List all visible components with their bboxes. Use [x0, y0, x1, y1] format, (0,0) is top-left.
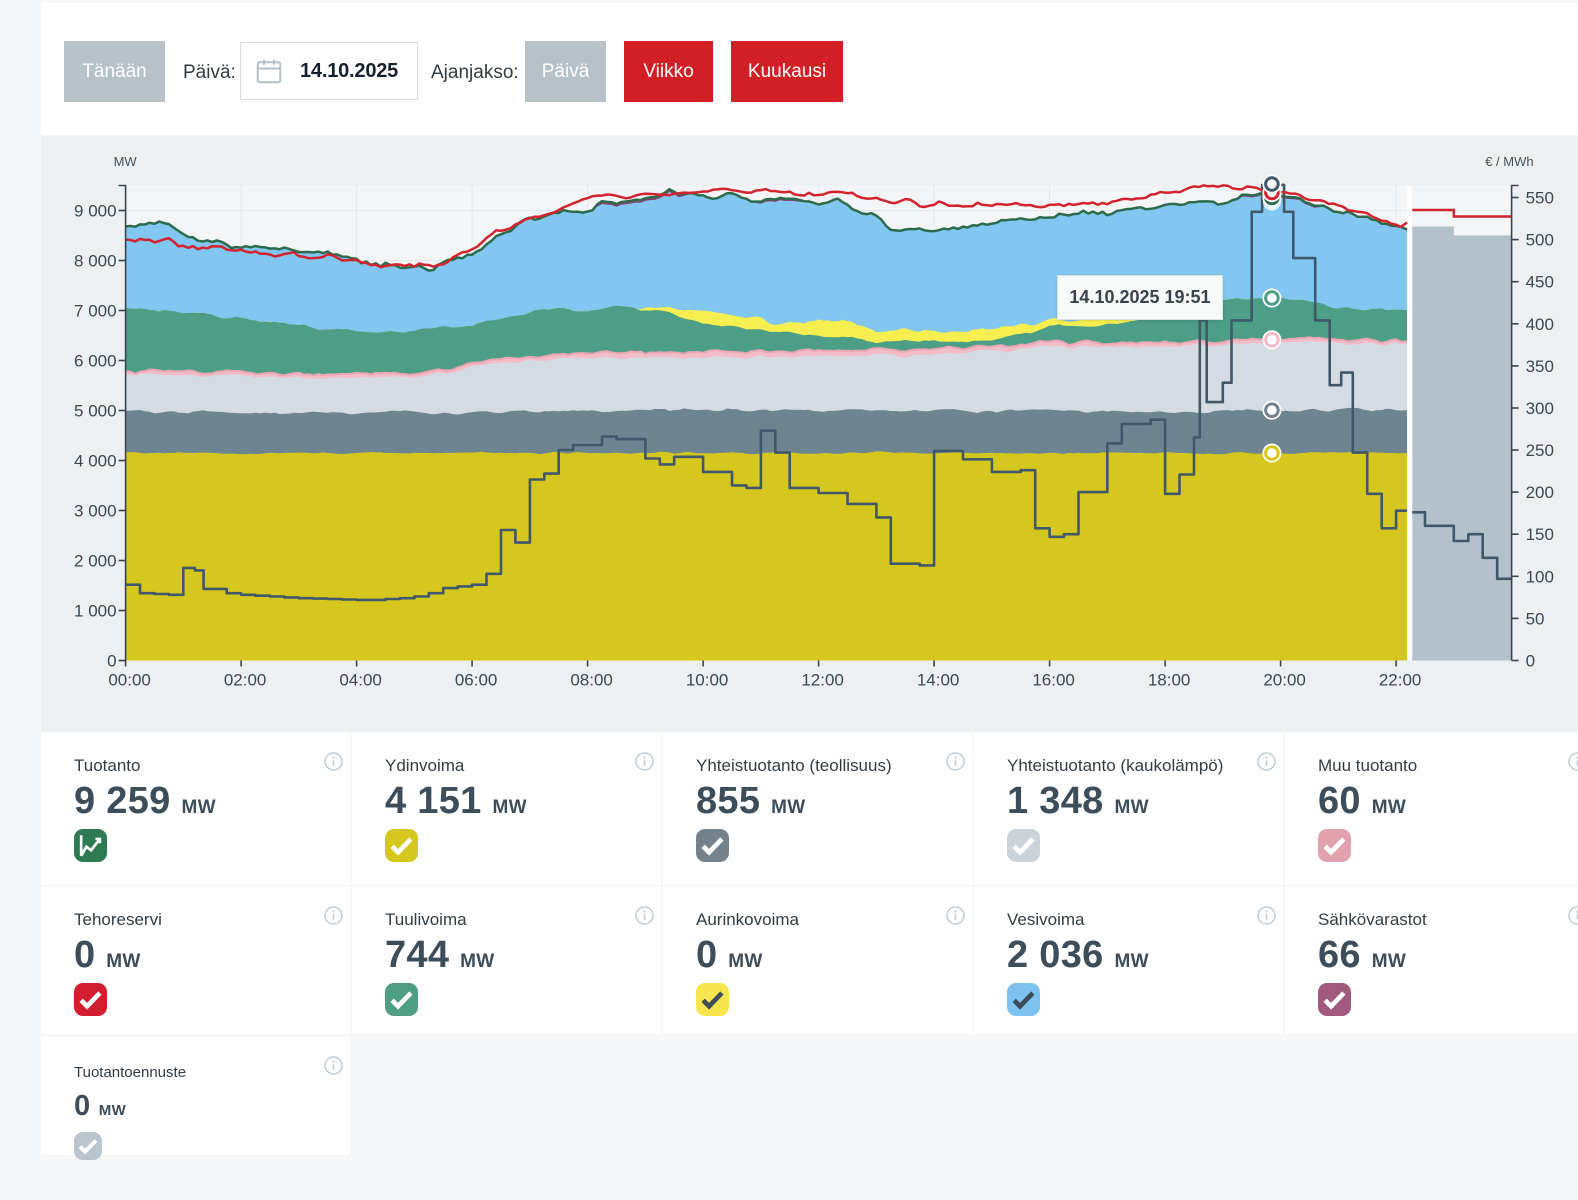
svg-text:€ / MWh: € / MWh [1485, 154, 1533, 169]
svg-text:08:00: 08:00 [570, 671, 613, 690]
svg-text:MW: MW [114, 154, 138, 169]
svg-text:2 000: 2 000 [74, 552, 117, 571]
svg-text:400: 400 [1526, 315, 1554, 334]
svg-text:06:00: 06:00 [455, 671, 498, 690]
svg-text:0: 0 [107, 652, 116, 671]
svg-text:20:00: 20:00 [1263, 671, 1306, 690]
svg-text:12:00: 12:00 [801, 671, 844, 690]
svg-text:1 000: 1 000 [74, 602, 117, 621]
svg-text:200: 200 [1526, 483, 1554, 502]
svg-text:100: 100 [1526, 567, 1554, 586]
svg-text:7 000: 7 000 [74, 302, 117, 321]
svg-text:5 000: 5 000 [74, 402, 117, 421]
svg-text:02:00: 02:00 [224, 671, 267, 690]
svg-text:550: 550 [1526, 189, 1554, 208]
svg-text:6 000: 6 000 [74, 352, 117, 371]
svg-text:4 000: 4 000 [74, 452, 117, 471]
svg-text:3 000: 3 000 [74, 502, 117, 521]
svg-text:500: 500 [1526, 231, 1554, 250]
svg-text:04:00: 04:00 [339, 671, 382, 690]
svg-text:00:00: 00:00 [108, 671, 151, 690]
svg-text:0: 0 [1526, 652, 1535, 671]
svg-text:22:00: 22:00 [1379, 671, 1422, 690]
svg-text:16:00: 16:00 [1032, 671, 1075, 690]
svg-text:300: 300 [1526, 399, 1554, 418]
svg-text:50: 50 [1526, 609, 1545, 628]
svg-text:150: 150 [1526, 525, 1554, 544]
svg-text:14:00: 14:00 [917, 671, 960, 690]
svg-text:250: 250 [1526, 441, 1554, 460]
svg-text:8 000: 8 000 [74, 252, 117, 271]
svg-text:450: 450 [1526, 273, 1554, 292]
svg-text:18:00: 18:00 [1148, 671, 1191, 690]
svg-text:9 000: 9 000 [74, 202, 117, 221]
svg-text:10:00: 10:00 [686, 671, 729, 690]
svg-text:350: 350 [1526, 357, 1554, 376]
